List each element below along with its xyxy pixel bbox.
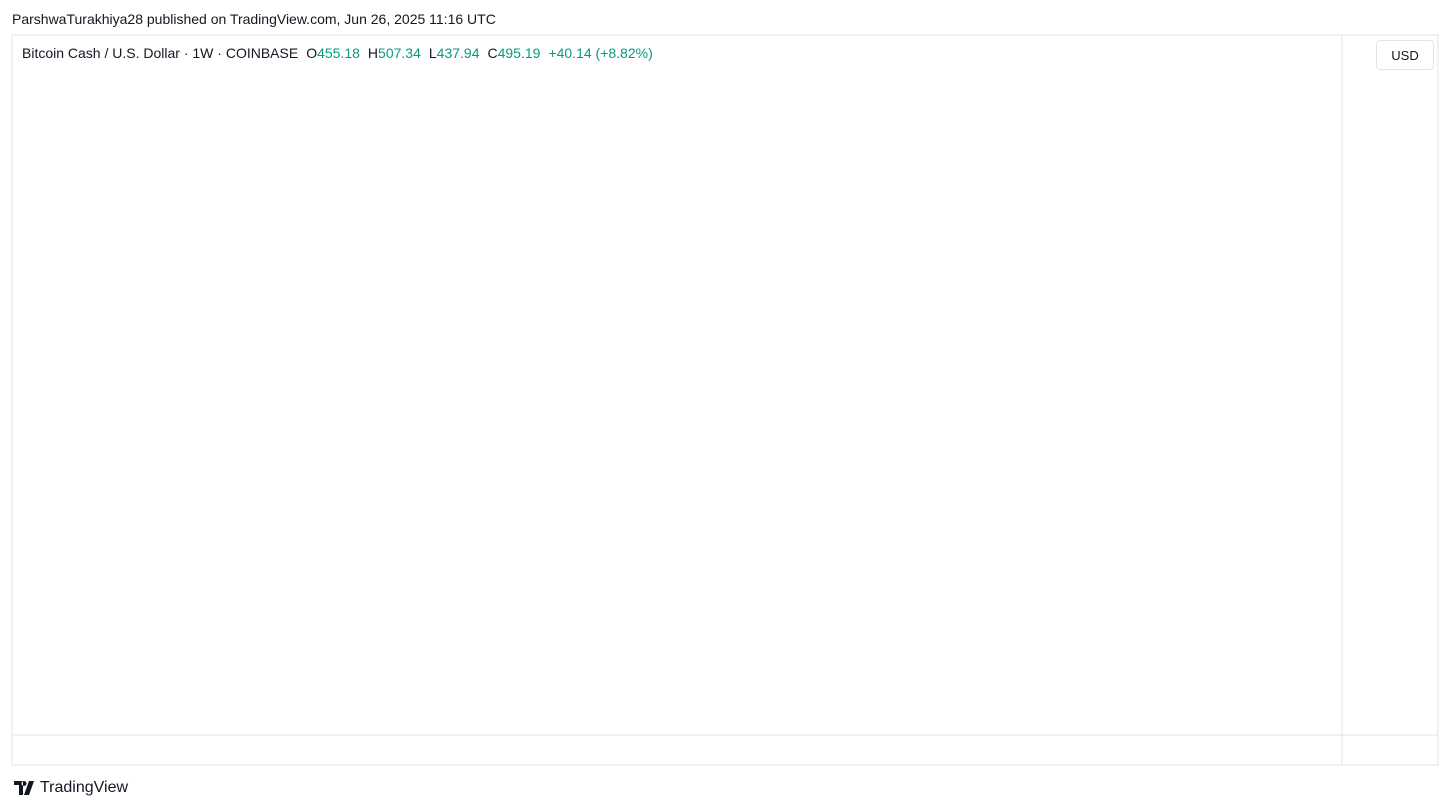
legend: Bitcoin Cash / U.S. Dollar · 1W · COINBA… <box>22 45 661 61</box>
footer: TradingView <box>14 779 128 797</box>
byline: ParshwaTurakhiya28 published on TradingV… <box>12 11 496 27</box>
low-letter: L <box>428 45 437 61</box>
logo <box>14 781 34 795</box>
symbol: Bitcoin Cash / U.S. Dollar · 1W · COINBA… <box>22 45 299 61</box>
high-value: 507.34 <box>378 45 421 61</box>
footer-text: TradingView <box>40 779 129 796</box>
close-letter: C <box>487 45 498 61</box>
high-letter: H <box>367 45 379 61</box>
open-letter: O <box>306 45 318 61</box>
close-value: 495.19 <box>497 45 541 61</box>
change: +40.14 (+8.82%) <box>548 45 653 61</box>
currency-button[interactable]: USD <box>1376 40 1434 70</box>
frame <box>11 34 1439 766</box>
open-value: 455.18 <box>317 45 360 61</box>
low-value: 437.94 <box>436 45 480 61</box>
